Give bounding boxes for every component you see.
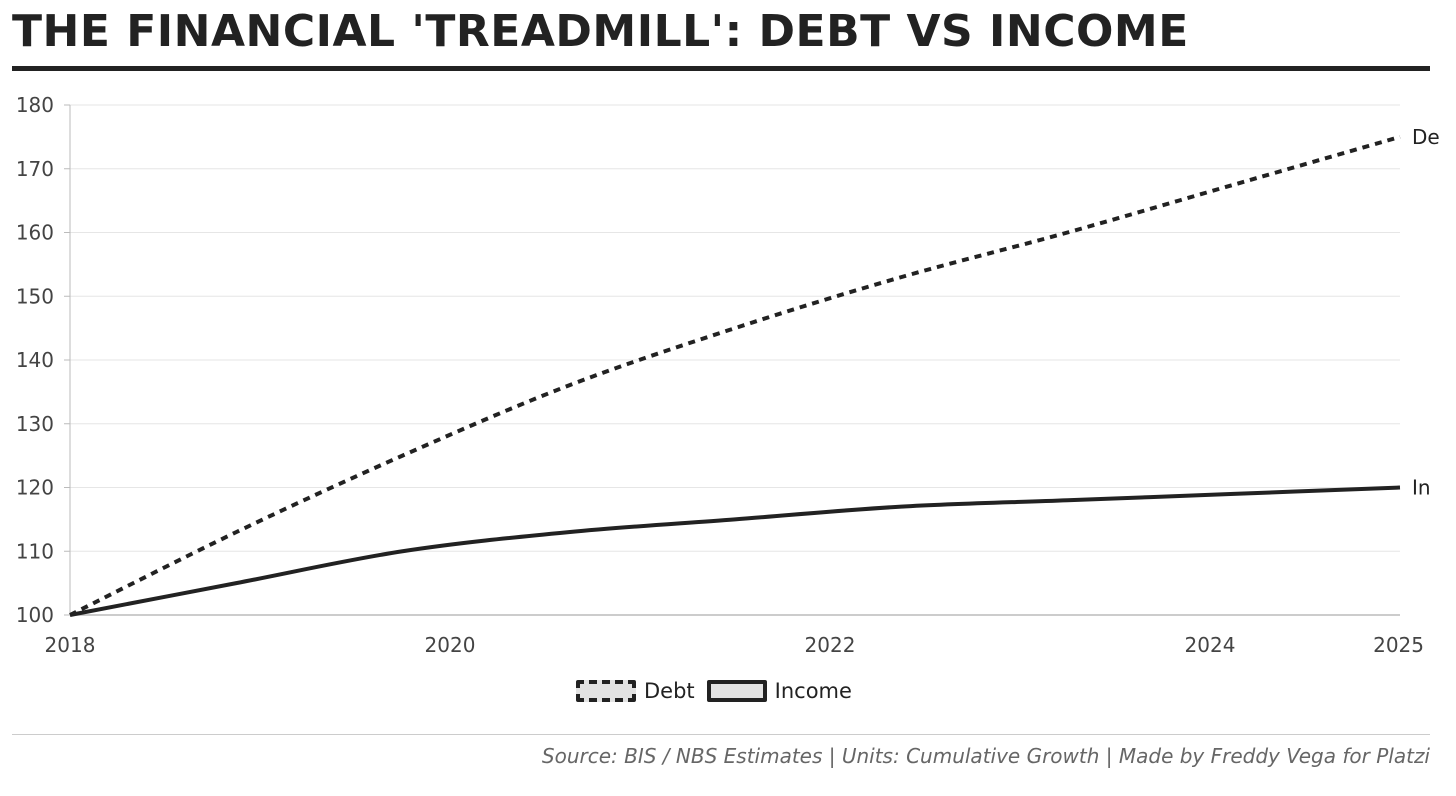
- y-tick-label-120: 120: [16, 476, 54, 500]
- legend-swatch-income: [706, 680, 767, 702]
- y-tick-label-140: 140: [16, 348, 54, 372]
- line-chart: 100 110 120 130 140 150 160 170 180 2018 2020 2022…: [16, 93, 1440, 657]
- source-note: Source: BIS / NBS Estimates | Units: Cum…: [541, 744, 1430, 768]
- y-tick-label-160: 160: [16, 221, 54, 245]
- series-lines: [69, 134, 1401, 617]
- x-tick-label-2024: 2024: [1185, 633, 1236, 657]
- footer-divider: [12, 734, 1430, 735]
- series-line-income: [69, 485, 1401, 617]
- y-tick-label-130: 130: [16, 412, 54, 436]
- x-tick-label-2018: 2018: [45, 633, 96, 657]
- legend: Debt Income: [576, 676, 852, 706]
- x-tick-label-2020: 2020: [425, 633, 476, 657]
- y-tick-label-150: 150: [16, 284, 54, 308]
- chart-title: THE FINANCIAL 'TREADMILL': DEBT VS INCOM…: [12, 6, 1189, 57]
- series-end-labels: De In: [1412, 125, 1440, 500]
- x-axis: 2018 2020 2022 2024 2025: [45, 614, 1424, 657]
- y-tick-label-100: 100: [16, 603, 54, 627]
- legend-label-income: Income: [774, 679, 852, 703]
- grid-lines: [70, 104, 1400, 552]
- legend-item-debt[interactable]: Debt: [576, 679, 695, 703]
- x-tick-label-2025: 2025: [1373, 633, 1424, 657]
- title-divider: [12, 66, 1430, 71]
- series-line-debt: [69, 134, 1401, 617]
- y-tick-label-170: 170: [16, 157, 54, 181]
- series-end-label-income: In: [1412, 476, 1431, 500]
- x-tick-label-2022: 2022: [805, 633, 856, 657]
- y-axis: 100 110 120 130 140 150 160 170 180: [16, 93, 71, 627]
- y-tick-label-180: 180: [16, 93, 54, 117]
- legend-label-debt: Debt: [644, 679, 695, 703]
- series-end-label-debt: De: [1412, 125, 1440, 149]
- legend-item-income[interactable]: Income: [706, 679, 852, 703]
- legend-swatch-debt: [576, 680, 636, 702]
- y-tick-label-110: 110: [16, 539, 54, 563]
